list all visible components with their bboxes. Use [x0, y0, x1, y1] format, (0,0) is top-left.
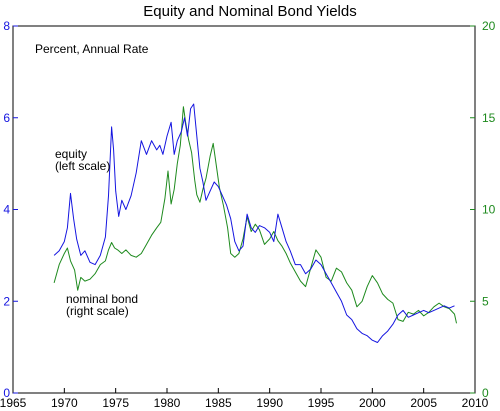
x-tick-label: 2010 [462, 396, 489, 410]
equity-series-line [53, 103, 455, 343]
x-tick-label: 1975 [102, 396, 129, 410]
right-y-tick-label: 20 [482, 19, 496, 33]
x-tick-label: 2005 [410, 396, 437, 410]
x-tick-label: 1990 [256, 396, 283, 410]
left-y-tick-label: 0 [3, 386, 10, 400]
x-tick-label: 2000 [359, 396, 386, 410]
right-y-tick-label: 15 [482, 111, 496, 125]
left-y-tick-label: 2 [3, 294, 10, 308]
x-tick-label: 1965 [0, 396, 27, 410]
chart-title: Equity and Nominal Bond Yields [143, 3, 356, 20]
right-y-tick-label: 0 [482, 386, 489, 400]
bond-annotation-label: (right scale) [66, 304, 129, 318]
chart-subtitle: Percent, Annual Rate [35, 42, 149, 56]
left-y-tick-label: 6 [3, 111, 10, 125]
x-tick-label: 1970 [51, 396, 78, 410]
x-tick-label: 1995 [308, 396, 335, 410]
bond-annotation-label: nominal bond [66, 292, 138, 306]
left-y-tick-label: 4 [3, 203, 10, 217]
plot-frame [12, 25, 476, 394]
right-y-tick-label: 10 [482, 203, 496, 217]
bond-series-line [53, 106, 457, 324]
equity-annotation-label: equity [55, 147, 87, 161]
x-tick-label: 1985 [205, 396, 232, 410]
x-tick-label: 1980 [154, 396, 181, 410]
equity-annotation-label: (left scale) [55, 159, 110, 173]
right-y-tick-label: 5 [482, 294, 489, 308]
left-y-tick-label: 8 [3, 19, 10, 33]
